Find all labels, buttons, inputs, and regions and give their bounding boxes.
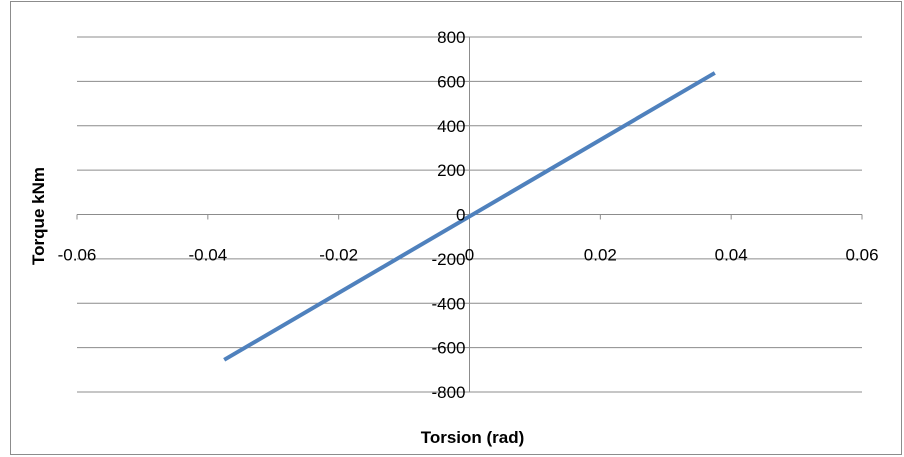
x-tick-label: 0.04 xyxy=(715,246,748,265)
y-tick-label: 200 xyxy=(437,161,465,180)
x-tick-label: -0.04 xyxy=(188,246,227,265)
y-tick-labels: 800 600 400 200 0 -200 -400 -600 -800 xyxy=(431,28,465,402)
x-tick-label: 0 xyxy=(465,246,474,265)
y-tick-label: -800 xyxy=(431,383,465,402)
x-tick-label: 0.02 xyxy=(584,246,617,265)
x-tick-labels: -0.06 -0.04 -0.02 0 0.02 0.04 0.06 xyxy=(58,246,879,265)
y-tick-label: 0 xyxy=(456,206,465,225)
x-tick-label: -0.02 xyxy=(319,246,358,265)
y-tick-label: 400 xyxy=(437,117,465,136)
x-tick-label: -0.06 xyxy=(58,246,97,265)
y-tick-label: -200 xyxy=(431,250,465,269)
y-tick-label: 800 xyxy=(437,28,465,47)
chart-area xyxy=(10,1,902,455)
y-axis-title: Torque kNm xyxy=(29,167,48,265)
y-tick-label: -600 xyxy=(431,339,465,358)
series-layer xyxy=(223,71,716,362)
y-tick-label: 600 xyxy=(437,72,465,91)
series-line xyxy=(223,71,716,362)
x-axis-title: Torsion (rad) xyxy=(421,428,525,447)
y-tick-label: -400 xyxy=(431,294,465,313)
x-tick-label: 0.06 xyxy=(845,246,878,265)
